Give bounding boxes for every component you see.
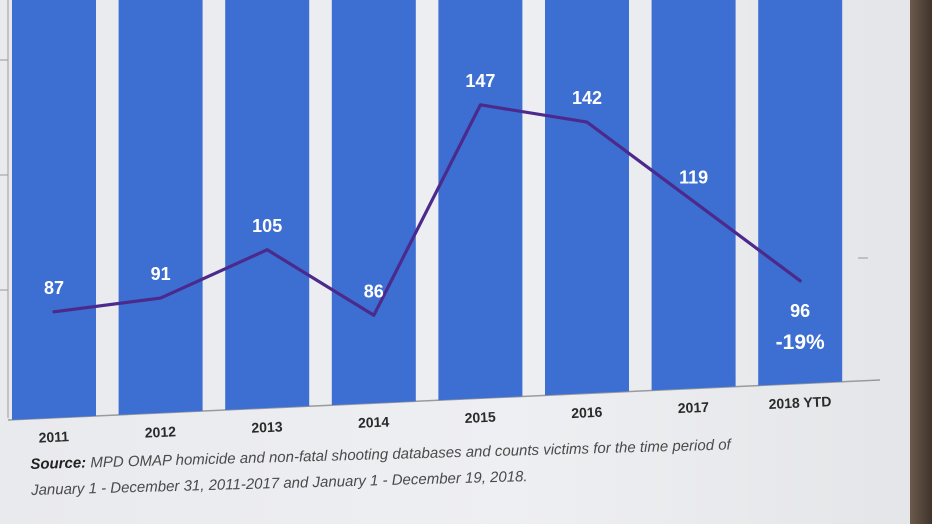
bars-group [12, 0, 843, 420]
data-label-2011: 87 [44, 278, 64, 298]
category-label-2011: 2011 [38, 428, 69, 445]
data-label-2017: 119 [679, 167, 708, 187]
wall-edge [910, 0, 932, 524]
category-label-2013: 2013 [251, 418, 283, 435]
source-label: Source: [30, 454, 87, 473]
bar-2013 [225, 0, 310, 411]
data-label-2013: 105 [252, 216, 282, 236]
category-label-2015: 2015 [464, 409, 496, 426]
bar-2014 [331, 0, 416, 406]
category-label-2016: 2016 [571, 404, 603, 421]
data-label-2016: 142 [572, 88, 602, 108]
x-axis-line [7, 379, 881, 421]
bar-2015 [438, 0, 523, 401]
category-label-2012: 2012 [144, 423, 176, 440]
bar-2012 [118, 0, 203, 415]
bar-2016 [545, 0, 629, 396]
data-label-2018-ytd: 96 [790, 301, 810, 321]
trend-line [52, 103, 802, 317]
bar-2018-ytd [758, 0, 843, 386]
percent-change-label: -19% [776, 331, 825, 354]
bar-2011 [12, 0, 96, 420]
data-label-2012: 91 [151, 264, 171, 284]
bar-2017 [651, 0, 736, 391]
category-label-2018-ytd: 2018 YTD [768, 393, 831, 412]
category-label-2017: 2017 [677, 399, 709, 416]
data-label-2015: 147 [465, 71, 495, 91]
category-label-2014: 2014 [358, 413, 390, 430]
shooting-victims-chart: 87 91 105 86 147 142 119 96 -19% 2011 20… [0, 0, 881, 446]
data-label-2014: 86 [364, 281, 384, 301]
